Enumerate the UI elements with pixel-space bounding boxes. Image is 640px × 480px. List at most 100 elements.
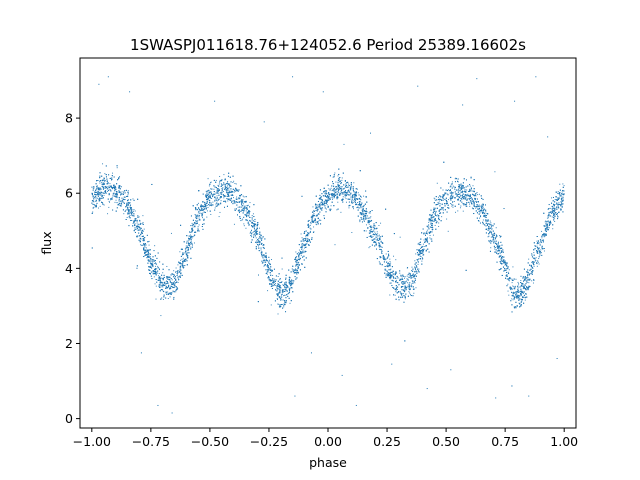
data-point (475, 195, 477, 197)
data-point (488, 228, 490, 230)
data-point (363, 220, 365, 222)
data-point (227, 184, 229, 186)
data-point (230, 188, 232, 190)
data-point (196, 215, 198, 217)
data-point (144, 245, 146, 247)
data-point (392, 274, 394, 276)
data-point (370, 216, 372, 218)
data-point (533, 279, 535, 281)
data-point (210, 188, 212, 190)
data-point (517, 281, 519, 283)
data-point (227, 191, 229, 193)
data-point (509, 278, 511, 280)
data-point (466, 189, 468, 191)
data-point (363, 195, 365, 197)
data-point (333, 193, 335, 195)
data-point (337, 195, 339, 197)
data-point (521, 300, 523, 302)
data-point (162, 298, 164, 300)
data-point (223, 197, 225, 199)
data-point (429, 232, 431, 234)
data-point (532, 267, 534, 269)
data-point (562, 196, 564, 198)
data-point (528, 288, 529, 290)
data-point (420, 244, 422, 246)
data-point (471, 198, 473, 200)
data-point (403, 283, 405, 285)
data-point (376, 237, 378, 239)
data-point (387, 262, 389, 264)
data-point (337, 201, 339, 203)
data-point (421, 260, 423, 262)
data-point (327, 196, 329, 198)
data-point (469, 199, 471, 201)
data-point (353, 199, 355, 201)
data-point (485, 214, 487, 216)
data-point (116, 194, 118, 196)
data-point (528, 258, 530, 260)
data-point (108, 185, 110, 187)
data-point (188, 249, 190, 251)
data-point (133, 210, 135, 212)
data-point (389, 263, 391, 265)
data-point (189, 246, 191, 248)
data-point (514, 288, 516, 290)
data-point (462, 210, 464, 212)
data-point (197, 214, 199, 216)
data-point (348, 193, 350, 195)
data-point (426, 229, 428, 231)
data-point (354, 193, 356, 195)
data-point (208, 185, 210, 187)
data-point (478, 193, 480, 195)
data-point (205, 195, 207, 197)
data-point (385, 253, 387, 255)
data-point (140, 244, 142, 246)
data-point (310, 223, 312, 225)
data-point (142, 221, 144, 223)
data-point (295, 260, 297, 261)
data-point (280, 287, 282, 289)
data-point (554, 210, 556, 212)
data-point (213, 193, 215, 195)
data-point (277, 282, 279, 284)
data-point (494, 171, 496, 173)
data-point (249, 202, 251, 204)
data-point (378, 242, 380, 244)
data-point (309, 224, 311, 226)
data-point (403, 289, 405, 291)
data-point (425, 241, 427, 243)
data-point (409, 293, 411, 295)
data-point (344, 196, 346, 198)
data-point (261, 238, 263, 240)
data-point (159, 278, 161, 280)
data-point (245, 227, 247, 229)
data-point (508, 269, 510, 271)
data-point (155, 298, 157, 300)
data-point (180, 272, 182, 274)
data-point (350, 193, 352, 195)
data-point (175, 289, 177, 291)
data-point (282, 295, 284, 297)
data-point (254, 224, 256, 226)
data-point (217, 199, 219, 201)
data-point (181, 258, 183, 260)
data-point (442, 189, 444, 191)
data-point (464, 188, 466, 190)
data-point (245, 210, 247, 212)
data-point (241, 204, 243, 206)
data-point (453, 186, 455, 188)
data-point (238, 197, 240, 199)
data-point (297, 264, 299, 266)
data-point (432, 214, 434, 216)
data-point (559, 195, 561, 197)
data-point (426, 233, 428, 235)
data-point (507, 271, 509, 273)
data-point (233, 180, 235, 182)
data-point (433, 197, 435, 199)
data-point (521, 285, 523, 287)
data-point (325, 190, 327, 192)
data-point (373, 228, 375, 230)
data-point (357, 209, 359, 211)
data-point (455, 177, 457, 179)
data-point (513, 306, 515, 308)
